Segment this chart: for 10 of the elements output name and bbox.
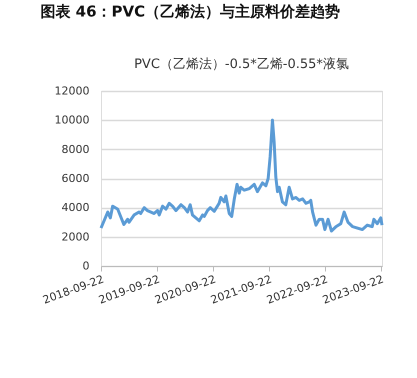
chart-subtitle: PVC（乙烯法）-0.5*乙烯-0.55*液氯 <box>134 57 349 72</box>
y-tick-label: 4000 <box>62 201 90 214</box>
y-tick-label: 8000 <box>62 142 90 156</box>
y-tick-label: 10000 <box>54 114 90 127</box>
line-series <box>100 118 384 232</box>
chart-title: 图表 46：PVC（乙烯法）与主原料价差趋势 <box>40 2 340 20</box>
y-tick-label: 12000 <box>54 84 90 98</box>
y-tick-label: 6000 <box>62 172 90 185</box>
y-tick-label: 2000 <box>62 230 90 244</box>
y-tick-label: 0 <box>82 260 90 272</box>
